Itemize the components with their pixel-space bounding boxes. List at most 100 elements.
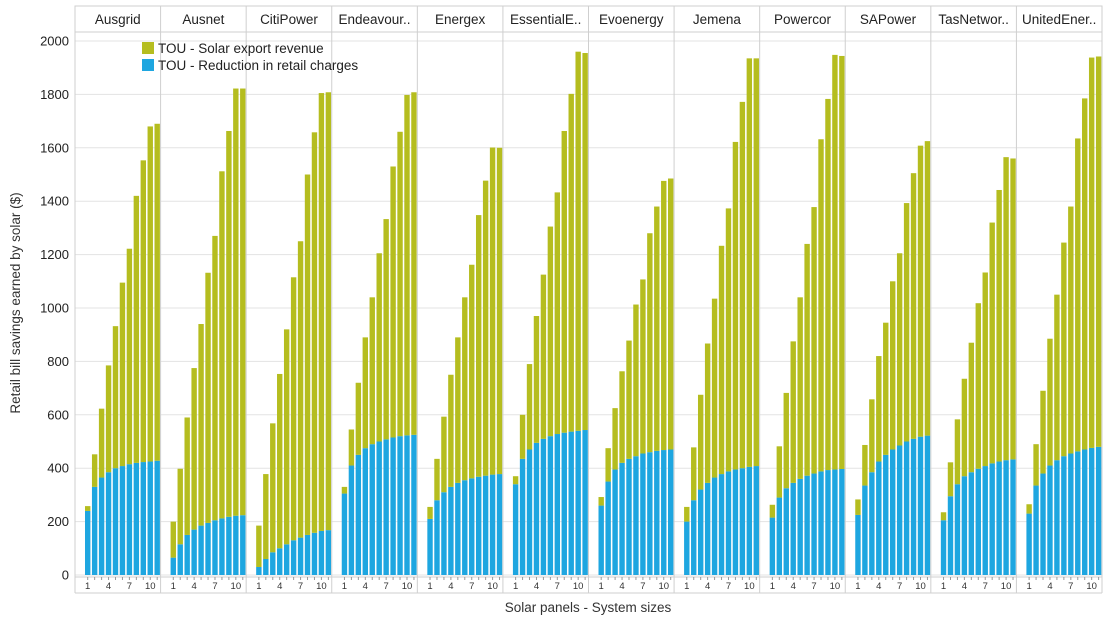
bar-export: [612, 408, 618, 470]
x-tick-label: 4: [876, 581, 881, 592]
bar-reduction: [411, 434, 417, 575]
x-tick-label: 4: [791, 581, 796, 592]
legend-swatch-export: [142, 42, 154, 54]
panel-title: Ausnet: [182, 12, 224, 27]
bar-reduction: [790, 482, 796, 575]
bar-reduction: [876, 461, 882, 575]
x-tick-label: 1: [770, 581, 775, 592]
bars: [85, 51, 1102, 575]
bar-reduction: [311, 532, 318, 575]
bar-reduction: [954, 484, 961, 575]
bar-reduction: [277, 548, 283, 575]
y-tick-label: 1600: [40, 140, 69, 155]
bar-reduction: [697, 489, 704, 575]
bar-export: [533, 316, 540, 443]
bar-reduction: [126, 464, 133, 575]
bar-export: [147, 126, 153, 462]
bar-reduction: [427, 518, 433, 575]
bar-export: [661, 180, 667, 451]
bar-export: [341, 486, 348, 494]
bar-reduction: [547, 436, 554, 575]
bar-export: [924, 141, 931, 436]
bar-export: [390, 166, 396, 438]
bar-export: [968, 342, 975, 473]
bar-reduction: [910, 438, 917, 575]
bar-reduction: [917, 436, 924, 575]
bar-reduction: [376, 441, 382, 575]
x-tick-label: 4: [106, 581, 111, 592]
bar-reduction: [383, 439, 389, 575]
bar-reduction: [226, 516, 232, 575]
bar-reduction: [133, 462, 140, 575]
bar-reduction: [283, 544, 290, 575]
panel-title: TasNetwor..: [938, 12, 1009, 27]
bar-export: [1068, 206, 1074, 454]
bar-reduction: [725, 471, 732, 575]
bar-export: [1040, 390, 1046, 474]
bar-reduction: [968, 472, 975, 575]
bar-export: [883, 322, 889, 455]
bar-export: [540, 274, 547, 439]
x-tick-label: 7: [212, 581, 217, 592]
bar-reduction: [140, 462, 146, 575]
y-tick-label: 600: [47, 407, 69, 422]
bar-reduction: [896, 445, 903, 575]
bar-reduction: [184, 534, 190, 575]
bar-reduction: [825, 470, 831, 575]
bar-reduction: [212, 520, 218, 575]
bar-export: [776, 446, 783, 498]
bar-reduction: [404, 435, 410, 575]
bar-export: [170, 521, 176, 558]
bar-reduction: [482, 475, 489, 575]
bar-reduction: [718, 474, 725, 575]
bar-reduction: [947, 496, 954, 575]
bar-reduction: [270, 552, 276, 575]
legend: TOU - Solar export revenue TOU - Reducti…: [142, 41, 358, 73]
bar-export: [133, 195, 140, 463]
x-tick-label: 1: [599, 581, 604, 592]
bar-reduction: [1026, 513, 1032, 575]
bar-export: [910, 173, 917, 439]
bar-reduction: [561, 432, 567, 575]
bar-reduction: [448, 486, 454, 575]
bar-reduction: [582, 430, 588, 575]
bar-export: [855, 499, 861, 515]
panel-title: Energex: [435, 12, 486, 27]
bar-reduction: [1095, 446, 1102, 575]
bar-reduction: [1003, 460, 1009, 575]
x-tick-label: 4: [1047, 581, 1052, 592]
bar-export: [397, 131, 403, 437]
y-tick-label: 1000: [40, 301, 69, 316]
bar-reduction: [519, 458, 526, 575]
bar-reduction: [612, 469, 618, 575]
bar-export: [718, 245, 725, 475]
x-tick-label: 10: [744, 581, 755, 592]
bar-reduction: [318, 530, 325, 575]
bar-reduction: [1054, 460, 1060, 575]
x-tick-label: 10: [402, 581, 413, 592]
bar-reduction: [769, 517, 776, 575]
bar-reduction: [526, 449, 533, 575]
panel-title: Evoenergy: [599, 12, 664, 27]
bar-export: [198, 324, 204, 526]
bar-reduction: [797, 478, 803, 575]
bar-export: [1061, 242, 1067, 457]
bar-export: [725, 208, 732, 472]
bar-export: [640, 279, 646, 454]
bar-export: [739, 101, 746, 469]
bar-reduction: [776, 497, 783, 575]
y-tick-label: 800: [47, 354, 69, 369]
bar-export: [362, 337, 368, 449]
bar-export: [746, 58, 753, 467]
bar-export: [496, 147, 503, 475]
bar-export: [811, 207, 817, 474]
bar-export: [869, 399, 875, 473]
bar-reduction: [811, 473, 817, 575]
bar-export: [526, 364, 533, 450]
bar-reduction: [198, 525, 204, 575]
bar-export: [753, 58, 759, 467]
bar-export: [903, 203, 910, 442]
bar-reduction: [903, 441, 910, 575]
bar-export: [85, 506, 91, 511]
panel-title: SAPower: [860, 12, 917, 27]
